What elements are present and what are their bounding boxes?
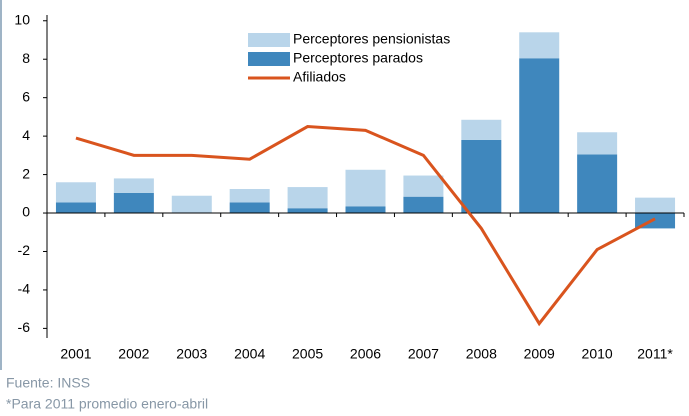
x-tick-label: 2002 (118, 346, 149, 362)
bar (519, 32, 560, 59)
bar (287, 208, 328, 214)
x-tick-label: 2004 (234, 346, 265, 362)
legend-label: Perceptores pensionistas (293, 31, 450, 47)
source: Fuente: INSS (6, 375, 90, 391)
y-tick-label: -4 (18, 281, 31, 297)
x-tick-label: 2010 (582, 346, 613, 362)
bar (113, 178, 154, 193)
y-tick-label: 0 (22, 204, 30, 220)
x-tick-label: 2011* (637, 346, 673, 362)
bar (461, 139, 502, 214)
legend-label: Perceptores parados (293, 50, 423, 66)
bar (287, 187, 328, 209)
x-tick-label: 2009 (524, 346, 555, 362)
note: *Para 2011 promedio enero-abril (6, 396, 208, 412)
y-tick-label: -2 (18, 242, 31, 258)
x-tick-label: 2008 (466, 346, 497, 362)
bar (55, 182, 96, 203)
y-tick-label: 4 (22, 127, 30, 143)
bar (577, 154, 618, 214)
y-tick-label: 8 (22, 50, 30, 66)
x-tick-label: 2007 (408, 346, 439, 362)
x-tick-label: 2003 (176, 346, 207, 362)
y-tick-label: 10 (14, 11, 30, 27)
x-tick-label: 2001 (60, 346, 91, 362)
bar (345, 206, 386, 214)
bar (229, 202, 270, 214)
bar (229, 188, 270, 203)
y-tick-label: -6 (18, 319, 31, 335)
bar (461, 119, 502, 140)
legend-swatch (248, 52, 290, 66)
bar (345, 169, 386, 207)
bar (519, 58, 560, 214)
bar (113, 192, 154, 214)
bar (55, 202, 96, 214)
bar (577, 132, 618, 155)
x-tick-label: 2006 (350, 346, 381, 362)
x-tick-label: 2005 (292, 346, 323, 362)
legend-swatch (248, 33, 290, 47)
legend-label: Afiliados (293, 69, 346, 85)
bar (403, 175, 444, 197)
bar (635, 197, 676, 214)
bar (403, 196, 444, 214)
line (75, 124, 656, 327)
y-tick-label: 6 (22, 88, 30, 104)
bar (171, 195, 212, 214)
y-tick-label: 2 (22, 165, 30, 181)
